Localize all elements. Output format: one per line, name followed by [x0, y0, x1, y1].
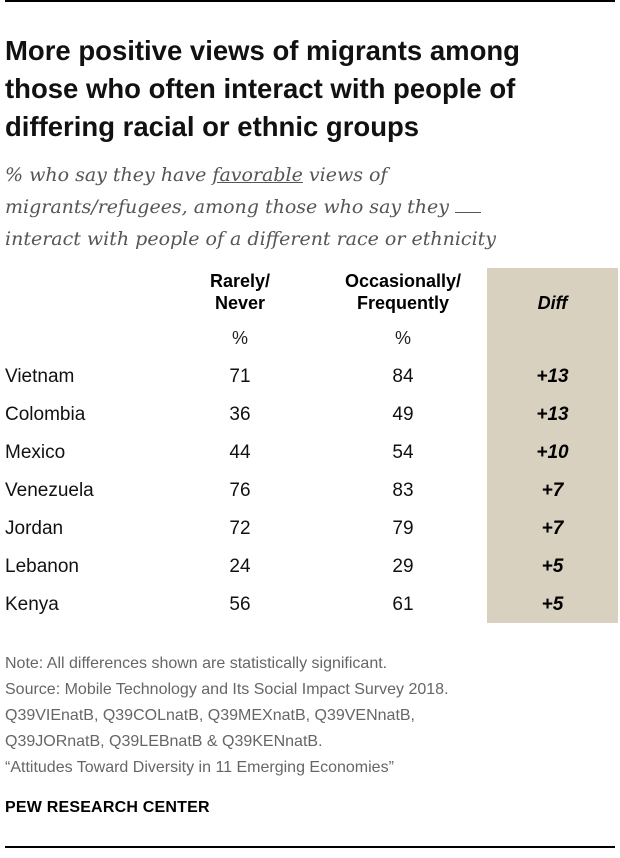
value-occasionally-frequently: 49: [392, 404, 414, 425]
note-text: Note: All differences shown are statisti…: [5, 655, 388, 672]
value-diff: +5: [541, 556, 564, 577]
value-occasionally-frequently: 54: [392, 442, 414, 463]
value-occasionally-frequently: 61: [392, 594, 414, 615]
value-rarely-never: 72: [229, 518, 251, 539]
title-line: those who often interact with people of: [5, 73, 516, 104]
fill-in-blank: [455, 198, 482, 213]
column-header-line: Never: [214, 293, 266, 313]
value-rarely-never: 76: [229, 480, 251, 501]
value-rarely-never: 36: [229, 404, 251, 425]
value-occasionally-frequently: 83: [392, 480, 414, 501]
chart-subtitle: % who say they have favorable views of m…: [5, 159, 610, 255]
top-rule: [5, 0, 615, 2]
source-line: Q39JORnatB, Q39LEBnatB & Q39KENnatB.: [5, 733, 323, 750]
subtitle-text: % who say they have: [5, 164, 213, 186]
column-header-occasionally-frequently: Occasionally/ Frequently: [318, 270, 488, 314]
subtitle-text: views of: [302, 164, 388, 186]
column-header-line: Occasionally/: [344, 271, 462, 291]
unit-label: %: [231, 328, 248, 348]
column-header-diff: Diff: [537, 293, 568, 313]
chart-notes: Note: All differences shown are statisti…: [5, 651, 615, 781]
row-label-lebanon: Lebanon: [5, 556, 79, 577]
value-diff: +10: [536, 442, 569, 463]
value-diff: +13: [536, 366, 569, 387]
subtitle-emphasis: favorable: [212, 164, 303, 186]
row-label-kenya: Kenya: [5, 594, 59, 615]
subtitle-text: interact with people of a different race…: [5, 228, 497, 250]
value-occasionally-frequently: 84: [392, 366, 414, 387]
value-rarely-never: 56: [229, 594, 251, 615]
value-rarely-never: 44: [229, 442, 251, 463]
value-diff: +7: [541, 480, 564, 501]
unit-label: %: [394, 328, 411, 348]
row-label-venezuela: Venezuela: [5, 480, 94, 501]
value-diff: +13: [536, 404, 569, 425]
column-header-line: Rarely/: [209, 271, 271, 291]
value-occasionally-frequently: 79: [392, 518, 414, 539]
column-header-line: Frequently: [356, 293, 449, 313]
source-line: Source: Mobile Technology and Its Social…: [5, 681, 449, 698]
source-line: “Attitudes Toward Diversity in 11 Emergi…: [5, 759, 394, 776]
value-rarely-never: 71: [229, 366, 251, 387]
title-line: differing racial or ethnic groups: [5, 111, 420, 142]
chart-title: More positive views of migrants among th…: [5, 32, 613, 146]
subtitle-text: migrants/refugees, among those who say t…: [5, 196, 450, 218]
row-label-vietnam: Vietnam: [5, 366, 75, 387]
value-diff: +7: [541, 518, 564, 539]
column-header-rarely-never: Rarely/ Never: [180, 270, 300, 314]
value-diff: +5: [541, 594, 564, 615]
value-rarely-never: 24: [229, 556, 251, 577]
row-label-mexico: Mexico: [5, 442, 66, 463]
pew-research-center-logo: PEW RESEARCH CENTER: [5, 799, 210, 816]
diff-column-shading: [487, 268, 618, 623]
value-occasionally-frequently: 29: [392, 556, 414, 577]
row-label-colombia: Colombia: [5, 404, 86, 425]
title-line: More positive views of migrants among: [5, 35, 520, 66]
source-line: Q39VIEnatB, Q39COLnatB, Q39MEXnatB, Q39V…: [5, 707, 415, 724]
bottom-rule: [5, 846, 615, 848]
row-label-jordan: Jordan: [5, 518, 64, 539]
